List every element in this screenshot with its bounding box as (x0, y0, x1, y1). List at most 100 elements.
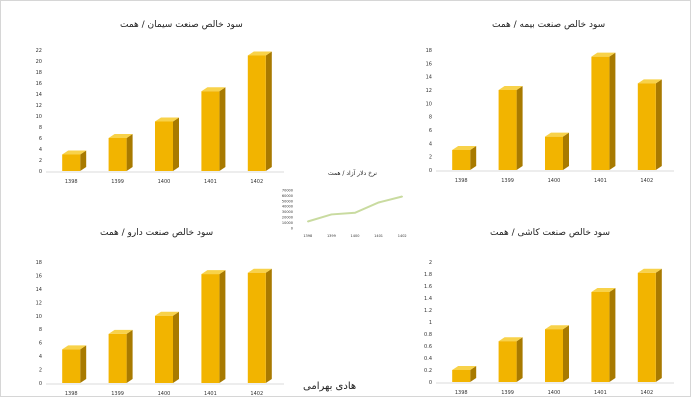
insurance-plot: 0 2 4 6 8 10 12 14 16 18 1398 1399 1400 1401 1402 (426, 48, 674, 184)
bar (155, 315, 173, 383)
bar-side (563, 132, 569, 170)
bar-top (498, 86, 523, 90)
bar (498, 341, 517, 382)
data-point (377, 201, 380, 204)
y-tick-label: 16 (426, 61, 432, 67)
x-tick-label: 1400 (158, 391, 171, 397)
x-tick-label: 1399 (111, 179, 124, 185)
y-tick-label: 10 (36, 114, 42, 120)
bar-top (637, 79, 662, 84)
data-point (354, 212, 356, 214)
bar-top (201, 270, 226, 275)
cement-plot: 0 2 4 6 8 10 12 14 16 18 20 22 1398 1399 1400 1401 1402 (36, 48, 284, 185)
y-tick-label: 30000 (282, 210, 293, 214)
bar-top (591, 288, 616, 292)
y-tick-label: 10 (36, 314, 42, 320)
y-tick-label: 0.6 (424, 344, 432, 350)
bar-top (155, 117, 179, 122)
y-tick-label: 20000 (282, 216, 293, 220)
bar (452, 150, 471, 170)
bar-top (545, 325, 569, 330)
y-tick-label: 50000 (282, 199, 293, 203)
x-tick-label: 1400 (158, 179, 171, 185)
bar (62, 154, 81, 171)
chart-title: سود خالص صنعت کاشی / همت (490, 228, 611, 238)
bar (201, 274, 220, 383)
y-tick-label: 2 (39, 158, 42, 164)
y-tick-label: 8 (429, 115, 432, 121)
x-tick-label: 1400 (351, 234, 360, 238)
y-tick-label: 0 (39, 381, 42, 387)
bar (155, 121, 173, 171)
bar-side (265, 268, 272, 383)
bar-top (545, 132, 569, 137)
y-tick-label: 4 (429, 141, 432, 147)
x-tick-label: 1401 (594, 178, 607, 184)
y-tick-label: 12 (36, 300, 42, 306)
bar-top (201, 87, 226, 92)
y-tick-label: 14 (36, 92, 42, 98)
y-tick-label: 0 (39, 169, 42, 175)
y-tick-label: 18 (36, 70, 42, 76)
x-tick-label: 1398 (303, 234, 312, 238)
y-tick-label: 2 (39, 368, 42, 374)
bar (247, 272, 266, 383)
bar-top (247, 268, 272, 273)
series-line (307, 195, 403, 223)
tile-chart: سود خالص صنعت کاشی / همت 0 0.2 0.4 0.6 0.8 1 1… (418, 228, 678, 398)
y-tick-label: 6 (39, 136, 42, 142)
x-tick-label: 1399 (327, 234, 336, 238)
chart-title: نرخ دلار آزاد / همت (328, 170, 377, 177)
bar-top (108, 134, 133, 138)
x-tick-label: 1400 (548, 390, 561, 396)
data-point (307, 220, 309, 223)
x-tick-label: 1402 (398, 234, 407, 238)
y-tick-label: 14 (426, 75, 432, 81)
x-tick-label: 1401 (594, 390, 607, 396)
y-tick-label: 8 (39, 125, 42, 131)
bar-side (265, 51, 272, 171)
chart-title: سود خالص صنعت بیمه / همت (492, 20, 606, 30)
y-tick-label: 0.2 (424, 368, 432, 374)
bar-side (470, 366, 477, 382)
bar (62, 349, 81, 383)
y-tick-label: 4 (39, 354, 42, 360)
data-point (330, 213, 333, 216)
bar-side (609, 288, 616, 382)
y-tick-label: 12 (36, 103, 42, 109)
bar (498, 90, 517, 170)
y-tick-label: 1.6 (424, 284, 432, 290)
x-tick-label: 1398 (65, 391, 78, 397)
y-tick-label: 16 (36, 81, 42, 87)
y-tick-label: 0 (429, 168, 432, 174)
bar (247, 55, 266, 171)
y-tick-label: 8 (39, 327, 42, 333)
bar-top (62, 345, 87, 350)
x-tick-label: 1400 (548, 178, 561, 184)
bar-top (108, 329, 133, 334)
pharma-chart: سود خالص صنعت دارو / همت 0 2 4 6 8 10 12 14 16 18… (28, 228, 293, 398)
y-tick-label: 1.2 (424, 308, 432, 314)
bar (637, 272, 656, 382)
bar-side (563, 325, 569, 382)
y-tick-label: 0 (291, 226, 293, 230)
y-tick-label: 2 (429, 155, 432, 161)
bar-top (637, 268, 662, 273)
bar-side (609, 52, 616, 170)
y-tick-label: 2 (429, 260, 432, 266)
y-tick-label: 1.8 (424, 272, 432, 278)
bar-top (62, 150, 87, 155)
bar (637, 83, 656, 170)
bar (591, 292, 610, 382)
y-tick-label: 12 (426, 88, 432, 94)
chart-title: سود خالص صنعت سیمان / همت (120, 20, 243, 30)
bar-side (655, 79, 662, 170)
bar-top (452, 146, 477, 150)
bar (108, 333, 127, 383)
y-tick-label: 18 (36, 260, 42, 266)
bar-side (470, 146, 477, 170)
bar-top (452, 366, 477, 370)
pharma-plot: 0 2 4 6 8 10 12 14 16 18 1398 1399 1400 1401 1402 (36, 260, 284, 397)
y-tick-label: 1.4 (424, 296, 432, 302)
